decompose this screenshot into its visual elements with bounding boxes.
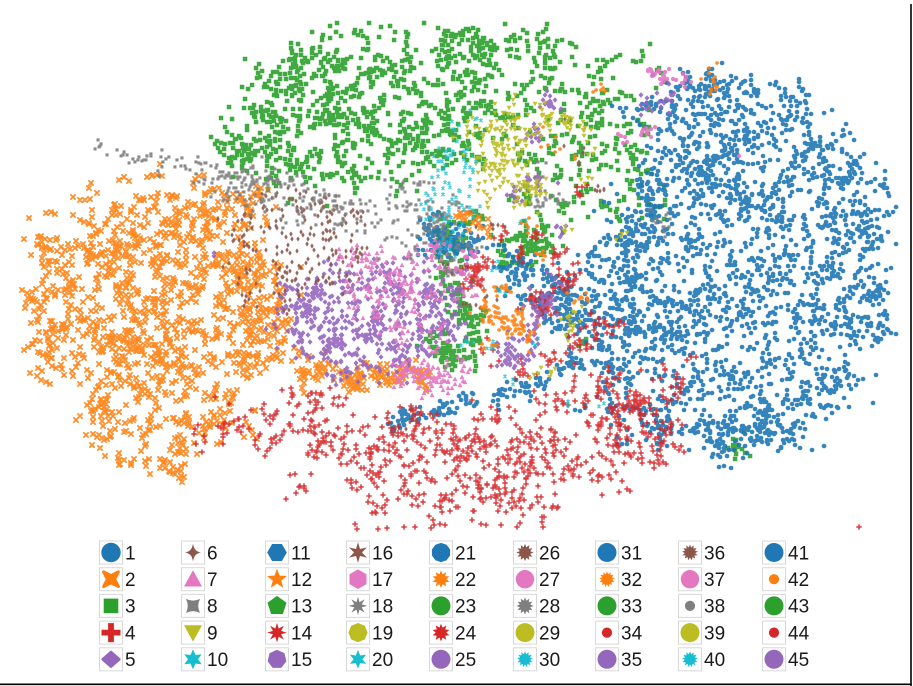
svg-text:21: 21 (455, 543, 476, 564)
svg-text:23: 23 (455, 597, 476, 618)
svg-text:5: 5 (125, 650, 136, 671)
svg-text:14: 14 (291, 623, 313, 644)
svg-text:35: 35 (621, 650, 642, 671)
svg-text:6: 6 (207, 543, 218, 564)
svg-text:45: 45 (788, 650, 809, 671)
svg-text:36: 36 (704, 543, 725, 564)
svg-text:22: 22 (455, 570, 476, 591)
svg-text:18: 18 (372, 597, 393, 618)
svg-text:12: 12 (291, 570, 312, 591)
svg-text:42: 42 (788, 570, 809, 591)
svg-text:15: 15 (291, 650, 312, 671)
svg-text:33: 33 (621, 597, 642, 618)
svg-text:4: 4 (125, 623, 136, 644)
svg-text:13: 13 (291, 597, 312, 618)
svg-text:29: 29 (539, 623, 560, 644)
svg-text:32: 32 (621, 570, 642, 591)
svg-text:3: 3 (125, 597, 136, 618)
svg-text:31: 31 (621, 543, 642, 564)
svg-text:39: 39 (704, 623, 725, 644)
svg-text:11: 11 (291, 543, 311, 564)
svg-text:38: 38 (704, 597, 725, 618)
svg-text:25: 25 (455, 650, 476, 671)
svg-text:28: 28 (539, 597, 560, 618)
svg-text:16: 16 (372, 543, 393, 564)
svg-text:9: 9 (207, 623, 218, 644)
svg-text:43: 43 (788, 597, 809, 618)
svg-text:24: 24 (455, 623, 477, 644)
svg-text:8: 8 (207, 597, 218, 618)
svg-text:17: 17 (372, 570, 393, 591)
svg-text:19: 19 (372, 623, 393, 644)
svg-text:37: 37 (704, 570, 725, 591)
svg-text:34: 34 (621, 623, 643, 644)
svg-text:1: 1 (125, 543, 136, 564)
svg-text:10: 10 (207, 650, 228, 671)
svg-text:41: 41 (788, 543, 809, 564)
svg-text:40: 40 (704, 650, 725, 671)
svg-text:20: 20 (372, 650, 393, 671)
svg-text:27: 27 (539, 570, 560, 591)
svg-text:2: 2 (125, 570, 136, 591)
svg-text:26: 26 (539, 543, 560, 564)
svg-text:7: 7 (207, 570, 218, 591)
svg-text:44: 44 (788, 623, 810, 644)
svg-text:30: 30 (539, 650, 560, 671)
